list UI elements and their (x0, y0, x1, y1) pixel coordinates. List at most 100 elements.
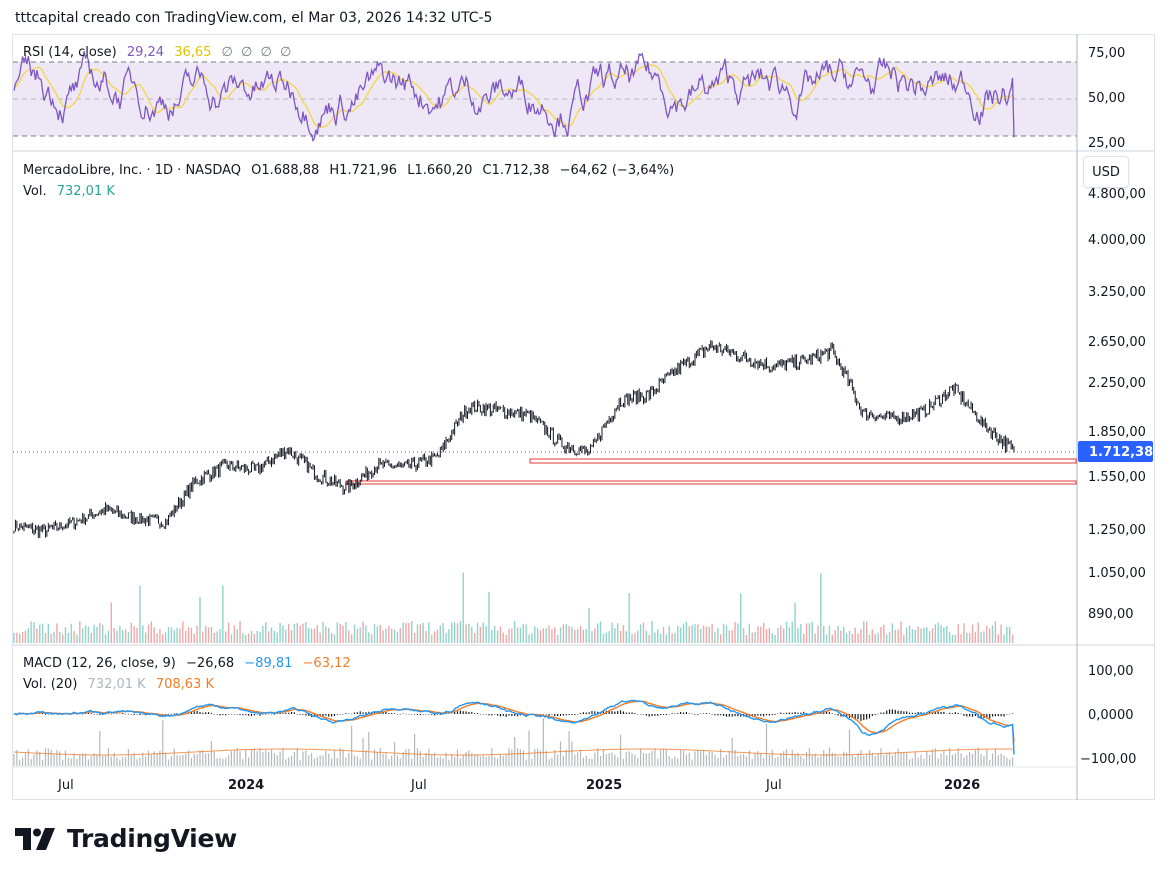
macd-volume-bar (99, 731, 101, 766)
currency-button[interactable]: USD (1083, 156, 1129, 188)
macd-legend[interactable]: MACD (12, 26, close, 9) −26,68 −89,81 −6… (23, 656, 357, 671)
rsi-legend[interactable]: RSI (14, close) 29,24 36,65 ∅ ∅ ∅ ∅ (23, 45, 297, 60)
macd-histogram-bar (866, 714, 868, 720)
macd-histogram-bar (894, 709, 896, 714)
volume-bar (225, 631, 227, 643)
macd-histogram-bar (597, 711, 599, 714)
volume-bar (1009, 626, 1011, 643)
macd-volume-bar (617, 757, 619, 766)
macd-volume-bar (373, 749, 376, 766)
macd-histogram-bar (1006, 714, 1008, 715)
macd-volume-bar (571, 741, 573, 766)
macd-volume-bar (434, 752, 436, 766)
macd-volume-bar (783, 751, 785, 766)
volume-bar (130, 622, 133, 643)
volume-bar (265, 622, 267, 643)
volume-bar (84, 625, 87, 643)
macd-volume-bar (989, 759, 991, 766)
macd-histogram-bar (167, 714, 170, 715)
macd-volume-bar (525, 759, 527, 766)
main-legend[interactable]: MercadoLibre, Inc. · 1D · NASDAQ O1.688,… (23, 163, 680, 178)
volume-bar (556, 634, 559, 643)
rsi-legend-ma: 36,65 (174, 45, 212, 60)
macd-volume-bar (13, 753, 15, 766)
macd-histogram-bar (760, 714, 762, 716)
rsi-legend-label: RSI (14, close) (23, 45, 117, 60)
volume-bar (820, 573, 822, 643)
volume-bar (1006, 626, 1008, 643)
macd-volume-bar (682, 750, 685, 766)
macd-volume-bar (290, 755, 293, 766)
macd-volume-bar (522, 750, 524, 766)
macd-histogram-bar (934, 711, 936, 714)
volume-bar (986, 625, 988, 643)
volume-bar (219, 629, 221, 643)
tradingview-brand[interactable]: TradingView (15, 824, 237, 853)
macd-volume-bar (44, 748, 47, 766)
macd-volume-bar (62, 759, 64, 766)
macd-histogram-bar (451, 713, 453, 714)
macd-volume-bar (442, 758, 444, 766)
volume-bar (642, 622, 645, 643)
macd-volume-bar (831, 752, 833, 766)
volume-bar (854, 627, 856, 643)
macd-volume-bar (914, 751, 916, 766)
volume-bar (350, 634, 353, 643)
volume-bar (897, 629, 899, 643)
macd-histogram-bar (416, 714, 419, 715)
macd-volume-bar (594, 752, 596, 766)
macd-histogram-bar (568, 714, 570, 715)
volume-bar (685, 621, 688, 643)
macd-volume-bar (714, 754, 716, 766)
macd-volume-bar (328, 753, 330, 766)
volume-legend[interactable]: Vol. 732,01 K (23, 184, 121, 199)
volume-bar (571, 626, 573, 643)
volume-bar (285, 629, 287, 643)
macd-histogram-bar (305, 714, 307, 716)
macd-volume-legend[interactable]: Vol. (20) 732,01 K 708,63 K (23, 677, 220, 692)
macd-volume-bar (227, 754, 230, 766)
macd-volume-bar (974, 750, 976, 766)
macd-histogram-bar (1003, 714, 1005, 717)
volume-bar (50, 633, 52, 643)
macd-volume-bar (342, 749, 344, 766)
macd-volume-bar (285, 759, 287, 766)
macd-volume-bar (93, 753, 95, 766)
macd-volume-bar (751, 758, 753, 766)
macd-histogram-bar (994, 714, 997, 717)
macd-histogram-bar (954, 712, 956, 714)
price-bars (13, 340, 1015, 539)
volume-bar (296, 622, 298, 643)
macd-volume-bar (722, 757, 725, 766)
volume-bar (1000, 624, 1002, 643)
volume-bar (906, 627, 908, 643)
macd-histogram-bar (631, 712, 633, 714)
macd-volume-bar (648, 753, 650, 766)
volume-bar (316, 625, 318, 643)
volume-bar (379, 624, 381, 643)
macd-volume-bar (250, 749, 253, 766)
volume-bar (270, 627, 273, 643)
macd-volume-bar (391, 755, 393, 766)
volume-bar (250, 630, 253, 643)
macd-histogram-bar (488, 714, 490, 716)
macd-histogram-bar (471, 712, 473, 714)
volume-bar (239, 621, 241, 643)
volume-bar (659, 633, 662, 643)
volume-bar (64, 627, 67, 643)
volume-bar (425, 631, 427, 643)
volume-bar (199, 596, 201, 643)
volume-bar (491, 630, 493, 643)
volume-bar (79, 621, 81, 643)
volume-bar (53, 631, 55, 643)
macd-volume-bar (765, 723, 768, 766)
macd-histogram-bar (308, 714, 310, 716)
macd-volume-bar (768, 754, 770, 766)
macd-volume-bar (230, 751, 233, 766)
macd-histogram-bar (511, 714, 513, 717)
volume-bar (287, 623, 290, 643)
macd-volume-bar (456, 749, 459, 766)
macd-volume-bar (634, 754, 636, 766)
volume-bar (230, 634, 233, 643)
